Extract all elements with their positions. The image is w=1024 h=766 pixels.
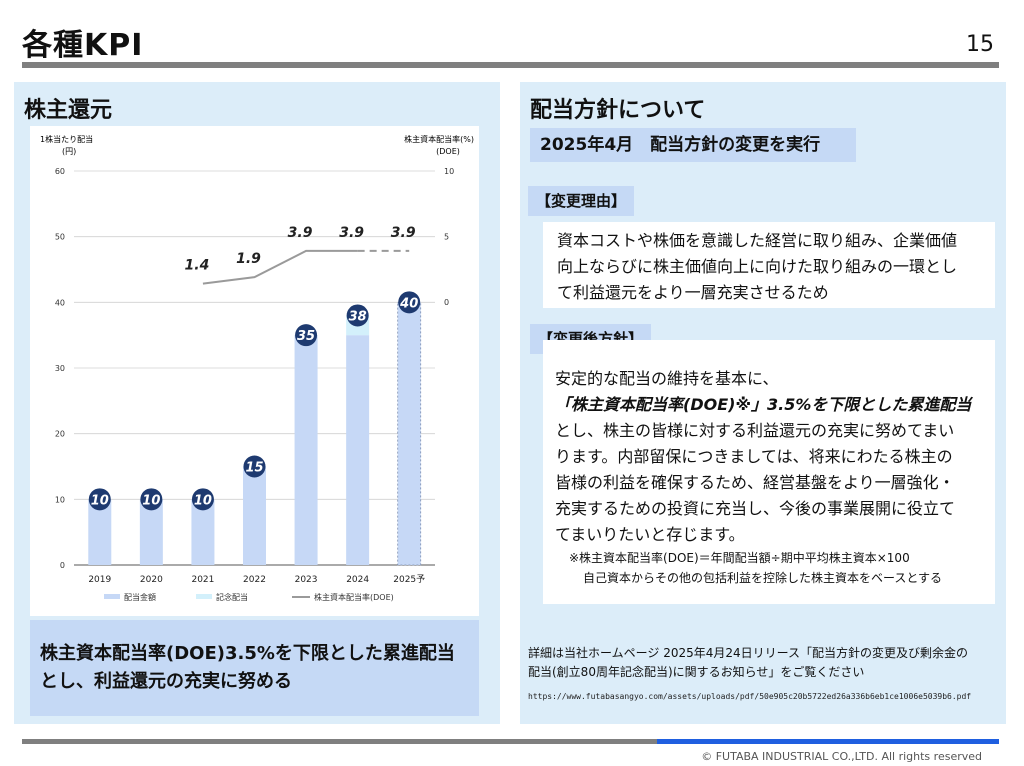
doe-value-label: 3.9 bbox=[288, 225, 313, 241]
total-dividend-bubble bbox=[243, 455, 266, 478]
x-tick-label: 2023 bbox=[295, 575, 318, 585]
policy-line: ります。内部留保につきましては、将来にわたる株主の bbox=[555, 447, 953, 466]
policy-line: 安定的な配当の維持を基本に、 bbox=[555, 369, 779, 388]
header-divider bbox=[22, 62, 999, 68]
total-dividend-label: 10 bbox=[194, 493, 212, 508]
shareholder-returns-heading: 株主還元 bbox=[24, 98, 113, 123]
y-left-unit: (円) bbox=[62, 147, 76, 156]
doe-value-label: 3.9 bbox=[391, 225, 416, 241]
x-tick-label: 2022 bbox=[243, 575, 266, 585]
shareholder-returns-summary: 株主資本配当率(DOE)3.5%を下限とした累進配当 とし、利益還元の充実に努め… bbox=[30, 620, 479, 716]
total-dividend-label: 15 bbox=[245, 461, 263, 476]
y-left-tick: 30 bbox=[55, 364, 65, 373]
summary-line-2: とし、利益還元の充実に努める bbox=[40, 671, 292, 692]
policy-line: とし、株主の皆様に対する利益還元の充実に努めてまい bbox=[555, 421, 955, 440]
y-left-tick: 50 bbox=[55, 233, 65, 242]
doe-value-label: 1.4 bbox=[185, 258, 210, 274]
page-title: 各種KPI bbox=[22, 28, 144, 63]
bar-regular-dividend bbox=[346, 335, 370, 565]
equity-basis-note: 自己資本からその他の包括利益を控除した株主資本をベースとする bbox=[583, 571, 943, 585]
doe-line bbox=[202, 249, 358, 285]
y-right-tick: 5 bbox=[444, 233, 449, 242]
legend-label-doe: 株主資本配当率(DOE) bbox=[314, 592, 394, 602]
reason-tag: 【変更理由】 bbox=[528, 186, 635, 216]
x-tick-label: 2020 bbox=[140, 575, 163, 585]
bar-regular-dividend bbox=[294, 335, 318, 565]
bar-regular-dividend bbox=[139, 499, 163, 565]
reason-text-box: 資本コストや株価を意識した経営に取り組み、企業価値 向上ならびに株主価値向上に向… bbox=[543, 222, 995, 308]
total-dividend-label: 40 bbox=[399, 296, 418, 311]
x-tick-label: 2021 bbox=[191, 575, 214, 585]
y-left-tick: 40 bbox=[55, 298, 65, 307]
reason-line: 資本コストや株価を意識した経営に取り組み、企業価値 bbox=[557, 231, 958, 250]
y-right-unit: (DOE) bbox=[436, 147, 460, 156]
total-dividend-bubble bbox=[88, 488, 111, 511]
policy-line: 充実するための投資に充当し、今後の事業展開に役立て bbox=[555, 499, 956, 518]
total-dividend-label: 10 bbox=[91, 493, 109, 508]
total-dividend-bubble bbox=[295, 324, 318, 347]
reason-line: 向上ならびに株主価値向上に向けた取り組みの一環とし bbox=[557, 257, 958, 276]
summary-line-1: 株主資本配当率(DOE)3.5%を下限とした累進配当 bbox=[40, 643, 455, 664]
x-tick-label: 2019 bbox=[88, 575, 111, 585]
dividend-policy-heading: 配当方針について bbox=[530, 98, 706, 123]
doe-value-label: 1.9 bbox=[236, 251, 261, 267]
page-number: 15 bbox=[966, 32, 994, 57]
y-right-tick: 10 bbox=[444, 167, 454, 176]
copyright-notice: © FUTABA INDUSTRIAL CO.,LTD. All rights … bbox=[701, 750, 982, 763]
footer-divider bbox=[22, 739, 999, 744]
bar-regular-dividend bbox=[191, 499, 215, 565]
dividend-chart-svg: 1株当たり配当 (円) 株主資本配当率(%) (DOE) 01020304050… bbox=[40, 134, 474, 602]
reason-line: て利益還元をより一層充実させるため bbox=[557, 283, 829, 302]
bar-regular-dividend bbox=[243, 466, 266, 565]
bar-regular-dividend bbox=[88, 499, 112, 565]
total-dividend-label: 10 bbox=[142, 493, 160, 508]
policy-change-announcement: 2025年4月 配当方針の変更を実行 bbox=[530, 128, 856, 162]
policy-emphasis: 「株主資本配当率(DOE)※」3.5%を下限とした累進配当 bbox=[555, 395, 972, 414]
x-tick-label: 2025予 bbox=[393, 574, 425, 585]
legend-swatch-regular bbox=[104, 594, 120, 599]
y-left-tick: 10 bbox=[55, 495, 65, 504]
details-reference: 詳細は当社ホームページ 2025年4月24日リリース「配当方針の変更及び剰余金の… bbox=[528, 644, 998, 682]
legend-label-commemorative: 記念配当 bbox=[216, 592, 248, 602]
details-line: 配当(創立80周年記念配当)に関するお知らせ」をご覧ください bbox=[528, 665, 865, 679]
y-right-tick: 0 bbox=[444, 298, 449, 307]
y-left-tick: 60 bbox=[55, 167, 65, 176]
legend-swatch-commemorative bbox=[196, 594, 212, 599]
y-left-label: 1株当たり配当 bbox=[40, 134, 93, 144]
total-dividend-label: 38 bbox=[349, 309, 367, 324]
release-url-link[interactable]: https://www.futabasangyo.com/assets/uplo… bbox=[528, 692, 972, 701]
doe-value-label: 3.9 bbox=[339, 225, 364, 241]
details-line: 詳細は当社ホームページ 2025年4月24日リリース「配当方針の変更及び剰余金の bbox=[528, 646, 969, 660]
new-policy-text-box: 安定的な配当の維持を基本に、 「株主資本配当率(DOE)※」3.5%を下限とした… bbox=[543, 340, 995, 604]
x-tick-label: 2024 bbox=[346, 575, 369, 585]
footer-accent bbox=[657, 739, 999, 744]
policy-line: 皆様の利益を確保するため、経営基盤をより一層強化・ bbox=[555, 473, 955, 492]
bar-regular-dividend bbox=[397, 301, 422, 566]
dividend-chart: 1株当たり配当 (円) 株主資本配当率(%) (DOE) 0 10 20 30 40 50… bbox=[30, 126, 479, 616]
policy-line: てまいりたいと存じます。 bbox=[555, 525, 745, 544]
y-right-label: 株主資本配当率(%) bbox=[404, 134, 474, 144]
total-dividend-bubble bbox=[140, 488, 163, 511]
total-dividend-bubble bbox=[346, 304, 369, 327]
total-dividend-bubble bbox=[398, 291, 421, 314]
total-dividend-label: 35 bbox=[297, 329, 315, 344]
y-left-tick: 20 bbox=[55, 430, 65, 439]
doe-definition-note: ※株主資本配当率(DOE)＝年間配当額÷期中平均株主資本×100 bbox=[569, 551, 910, 565]
total-dividend-bubble bbox=[191, 488, 214, 511]
y-left-tick: 0 bbox=[60, 561, 65, 570]
legend-label-regular: 配当金額 bbox=[124, 592, 156, 602]
